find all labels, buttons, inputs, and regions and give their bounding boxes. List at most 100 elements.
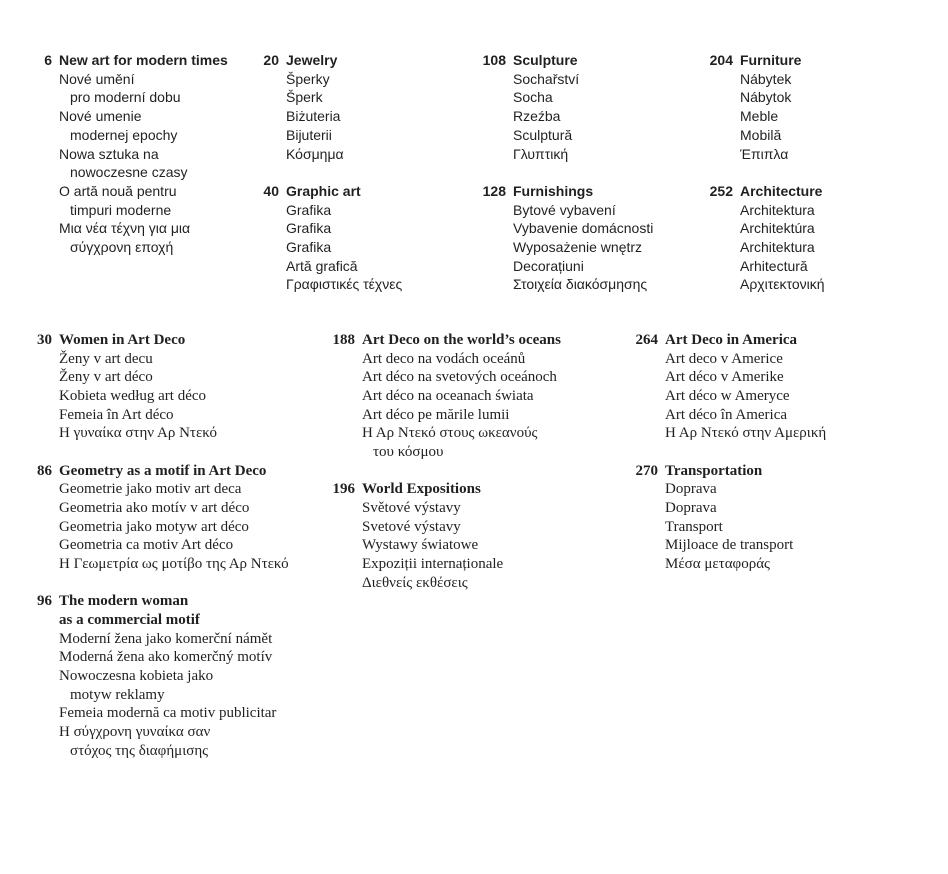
entry-title: Transportation <box>665 462 763 479</box>
entry-title: New art for modern times <box>59 52 228 68</box>
translation-line: Αρχιτεκτονική <box>740 276 825 293</box>
translation-line: Moderná žena ako komerčný motív <box>59 649 273 666</box>
toc-column: 108 Sculpture Sochařství Socha Rzeźba Sculptu… <box>483 51 654 313</box>
entry-title: Women in Art Deco <box>59 332 186 348</box>
toc-entry: 204 Furniture Nábytek Nábytok Meble Mobilă Έπι… <box>710 51 825 163</box>
toc-entry: 270 Transportation Doprava Doprava Transport… <box>636 462 826 574</box>
entry-title: Sculpture <box>513 52 578 68</box>
translation-line: Femeia în Art déco <box>59 406 174 423</box>
toc-entry: 264 Art Deco in America Art deco v Americe… <box>636 331 827 443</box>
translation-line: Art déco na oceanach świata <box>362 387 534 404</box>
toc-entry: 40 Graphic art Grafika Grafika Grafika Artă g… <box>263 182 402 294</box>
page-number: 6 <box>44 52 52 68</box>
translation-line: Art déco pe mările lumii <box>362 406 510 423</box>
translation-line: Architektura <box>740 239 815 256</box>
translation-line: Geometrie jako motiv art deca <box>59 481 242 498</box>
translation-line: Nové umění <box>59 70 135 87</box>
toc-column: 204 Furniture Nábytek Nábytok Meble Mobilă Έπι… <box>710 51 825 313</box>
translation-line: Bijuterii <box>286 126 332 143</box>
page-number: 30 <box>37 332 52 348</box>
entry-title: Furnishings <box>513 182 594 199</box>
translation-line: Έπιπλα <box>740 145 789 162</box>
translation-line: Nowoczesna kobieta jako <box>59 667 214 684</box>
entry-title: as a commercial motif <box>59 611 200 628</box>
toc-entry: 108 Sculpture Sochařství Socha Rzeźba Sculptu… <box>483 51 653 163</box>
toc-entry: 188 Art Deco on the world’s oceans Art dec… <box>333 331 562 462</box>
toc-column: 6 New art for modern times Nové umění pro m… <box>44 51 228 275</box>
translation-line: Η γυναίκα στην Αρ Ντεκό <box>59 425 217 442</box>
entry-title: Furniture <box>740 52 802 68</box>
translation-line: Art deco na vodách oceánů <box>362 350 526 367</box>
translation-line: Arhitectură <box>740 257 808 274</box>
translation-line: Διεθνείς εκθέσεις <box>362 574 468 591</box>
translation-line: Vybavenie domácnosti <box>513 220 654 237</box>
translation-line: Šperky <box>286 70 330 87</box>
translation-line: Rzeźba <box>513 108 561 125</box>
translation-line: Nové umenie <box>59 108 142 125</box>
translation-line: pro moderní dobu <box>70 89 181 106</box>
translation-line: στόχος της διαφήμισης <box>70 742 209 759</box>
page-number: 188 <box>332 332 356 348</box>
translation-line: Bytové vybavení <box>513 201 616 218</box>
page-number: 264 <box>635 332 659 348</box>
translation-line: modernej epochy <box>70 126 178 143</box>
toc-column: 30 Women in Art Deco Ženy v art decu Ženy v… <box>37 331 289 779</box>
translation-line: Στοιχεία διακόσμησης <box>513 276 648 293</box>
page-number: 86 <box>37 462 52 479</box>
entry-title: Art Deco in America <box>665 332 798 348</box>
translation-line: Expoziții internaționale <box>362 555 504 572</box>
toc-entry: 20 Jewelry Šperky Šperk Biżuteria Bijuterii Κό… <box>263 51 402 163</box>
page-number: 196 <box>332 481 356 498</box>
translation-line: Nábytek <box>740 70 792 87</box>
page-number: 252 <box>709 182 733 199</box>
entry-title: Graphic art <box>286 182 361 199</box>
translation-line: Art deco v Americe <box>665 350 783 367</box>
toc-entry: 252 Architecture Architektura Architektúra A… <box>710 182 825 294</box>
translation-line: Nowa sztuka na <box>59 145 159 162</box>
translation-line: Geometria jako motyw art déco <box>59 518 249 535</box>
translation-line: Η Αρ Ντεκό στους ωκεανούς <box>362 425 538 442</box>
translation-line: timpuri moderne <box>70 201 172 218</box>
translation-line: Femeia modernă ca motiv publicitar <box>59 705 277 722</box>
entry-title: World Expositions <box>362 481 481 498</box>
translation-line: Mobilă <box>740 126 782 143</box>
translation-line: Biżuteria <box>286 108 341 125</box>
translation-line: Geometria ca motiv Art déco <box>59 537 234 554</box>
translation-line: Grafika <box>286 220 332 237</box>
translation-line: Sochařství <box>513 70 580 87</box>
page-number: 108 <box>482 52 506 68</box>
translation-line: Art déco w Ameryce <box>665 387 790 404</box>
translation-line: Ženy v art déco <box>59 369 153 386</box>
toc-column: 20 Jewelry Šperky Šperk Biżuteria Bijuterii Κό… <box>263 51 402 313</box>
page-number: 128 <box>482 182 506 199</box>
translation-line: Art déco v Amerike <box>665 369 784 386</box>
translation-line: Meble <box>740 108 779 125</box>
translation-line: Architektura <box>740 201 815 218</box>
entry-title: Art Deco on the world’s oceans <box>362 332 561 348</box>
entry-title: Architecture <box>740 182 823 199</box>
translation-line: Grafika <box>286 201 332 218</box>
page-number: 204 <box>709 52 733 68</box>
toc-entry: 30 Women in Art Deco Ženy v art decu Ženy v… <box>37 331 289 443</box>
translation-line: Mijloace de transport <box>665 537 794 554</box>
translation-line: Ženy v art decu <box>59 350 153 367</box>
translation-line: Artă grafică <box>286 257 358 274</box>
translation-line: Γλυπτική <box>513 145 569 162</box>
translation-line: Šperk <box>286 89 323 106</box>
translation-line: Svetové výstavy <box>362 518 461 535</box>
translation-line: Kobieta według art déco <box>59 387 207 404</box>
translation-line: Wystawy światowe <box>362 537 479 554</box>
entry-title: Geometry as a motif in Art Deco <box>59 462 267 479</box>
translation-line: Doprava <box>665 499 717 516</box>
translation-line: σύγχρονη εποχή <box>70 239 174 256</box>
translation-line: O artă nouă pentru <box>59 182 177 199</box>
translation-line: του κόσμου <box>373 443 444 460</box>
translation-line: Κόσμημα <box>286 145 344 162</box>
translation-line: Μέσα μεταφοράς <box>665 555 770 572</box>
toc-entry: 86 Geometry as a motif in Art Deco Geometr… <box>37 462 289 574</box>
toc-entry: 196 World Expositions Světové výstavy Sveto… <box>333 480 561 592</box>
translation-line: Η Αρ Ντεκό στην Αμερική <box>665 425 827 442</box>
toc-column: 188 Art Deco on the world’s oceans Art dec… <box>333 331 562 611</box>
translation-line: Doprava <box>665 481 717 498</box>
page-number: 20 <box>263 52 279 68</box>
